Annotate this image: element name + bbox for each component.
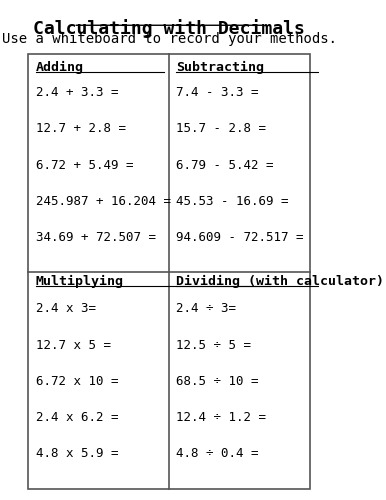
Text: 6.72 x 10 =: 6.72 x 10 = (36, 375, 118, 388)
Text: Calculating with Decimals: Calculating with Decimals (33, 19, 305, 38)
Text: Subtracting: Subtracting (176, 61, 264, 74)
Text: 12.4 ÷ 1.2 =: 12.4 ÷ 1.2 = (176, 411, 266, 424)
Text: 6.79 - 5.42 =: 6.79 - 5.42 = (176, 158, 274, 172)
Text: 2.4 ÷ 3=: 2.4 ÷ 3= (176, 302, 237, 315)
Text: 12.5 ÷ 5 =: 12.5 ÷ 5 = (176, 338, 252, 351)
Text: Multiplying: Multiplying (36, 275, 124, 288)
Text: 4.8 ÷ 0.4 =: 4.8 ÷ 0.4 = (176, 448, 259, 460)
Text: 4.8 x 5.9 =: 4.8 x 5.9 = (36, 448, 118, 460)
Text: 2.4 x 3=: 2.4 x 3= (36, 302, 96, 315)
Text: Dividing (with calculator): Dividing (with calculator) (176, 275, 384, 288)
Text: 7.4 - 3.3 =: 7.4 - 3.3 = (176, 86, 259, 99)
Text: Adding: Adding (36, 61, 84, 74)
Text: 12.7 + 2.8 =: 12.7 + 2.8 = (36, 122, 126, 135)
Text: 68.5 ÷ 10 =: 68.5 ÷ 10 = (176, 375, 259, 388)
Text: Use a whiteboard to record your methods.: Use a whiteboard to record your methods. (2, 32, 337, 46)
Text: 245.987 + 16.204 =: 245.987 + 16.204 = (36, 195, 171, 208)
Text: 45.53 - 16.69 =: 45.53 - 16.69 = (176, 195, 289, 208)
Text: 2.4 + 3.3 =: 2.4 + 3.3 = (36, 86, 118, 99)
Text: 6.72 + 5.49 =: 6.72 + 5.49 = (36, 158, 133, 172)
Text: 12.7 x 5 =: 12.7 x 5 = (36, 338, 111, 351)
Text: 94.609 - 72.517 =: 94.609 - 72.517 = (176, 231, 304, 244)
Text: 15.7 - 2.8 =: 15.7 - 2.8 = (176, 122, 266, 135)
Text: 34.69 + 72.507 =: 34.69 + 72.507 = (36, 231, 156, 244)
Text: 2.4 x 6.2 =: 2.4 x 6.2 = (36, 411, 118, 424)
